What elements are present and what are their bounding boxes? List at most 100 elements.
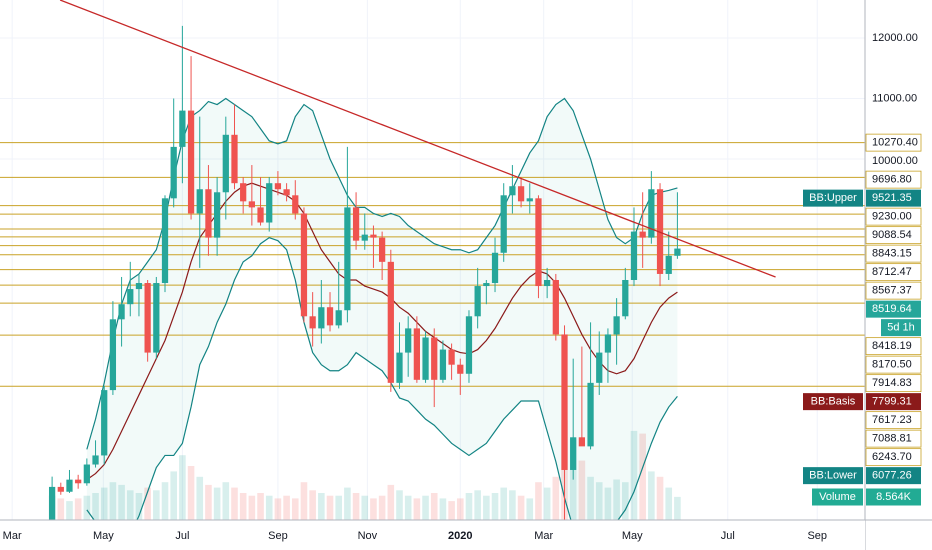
volume-bar bbox=[387, 484, 395, 520]
level-label: 6243.70 bbox=[872, 451, 912, 463]
candle-body bbox=[109, 319, 117, 391]
volume-bar bbox=[656, 476, 664, 520]
volume-bar bbox=[413, 498, 421, 520]
volume-bar bbox=[300, 482, 308, 520]
volume-bar bbox=[622, 482, 629, 520]
volume-bar bbox=[100, 487, 108, 520]
volume-bar bbox=[213, 487, 221, 520]
volume-bar bbox=[674, 496, 681, 520]
volume-bar bbox=[630, 430, 638, 520]
volume-bar bbox=[474, 490, 481, 520]
candle-body bbox=[144, 283, 151, 353]
level-label: 10270.40 bbox=[872, 137, 918, 149]
candle-body bbox=[491, 252, 499, 284]
bb-line bbox=[86, 182, 678, 481]
candle-body bbox=[57, 486, 64, 492]
candle-body bbox=[266, 183, 273, 223]
y-tick-label: 10000.00 bbox=[872, 155, 918, 167]
countdown-box bbox=[881, 319, 921, 337]
candle-body bbox=[457, 364, 464, 374]
volume-bar bbox=[526, 498, 534, 520]
candle-body bbox=[665, 255, 672, 274]
volume-bar bbox=[352, 493, 360, 520]
candle-body bbox=[48, 486, 56, 522]
volume-bar bbox=[439, 498, 447, 520]
volume-bar bbox=[205, 484, 212, 520]
level-label-box bbox=[865, 263, 922, 282]
x-tick-label: Jul bbox=[175, 530, 189, 542]
volume-bar bbox=[265, 495, 273, 520]
volume-bar bbox=[430, 493, 438, 520]
candle-body bbox=[283, 189, 290, 196]
bb-name-box bbox=[803, 189, 863, 207]
time-axis bbox=[0, 520, 865, 550]
volume-bar bbox=[274, 498, 282, 520]
candle-body bbox=[300, 213, 308, 317]
candle-body bbox=[465, 316, 473, 374]
candle-body bbox=[387, 261, 394, 383]
volume-bar bbox=[535, 482, 542, 520]
volume-bar bbox=[587, 476, 594, 520]
volume-value: 8.564K bbox=[876, 491, 912, 503]
bb-value: 6077.26 bbox=[872, 470, 912, 482]
candle-body bbox=[222, 134, 229, 193]
volume-bar bbox=[648, 471, 655, 520]
candle-body bbox=[552, 279, 559, 335]
candle-body bbox=[161, 198, 169, 284]
volume-bar bbox=[491, 493, 499, 520]
volume-bar bbox=[161, 482, 169, 520]
candle-body bbox=[570, 437, 577, 470]
candle-body bbox=[500, 195, 507, 253]
candle-body bbox=[309, 316, 316, 329]
candle-body bbox=[544, 279, 551, 287]
candle-body bbox=[535, 198, 542, 287]
bb-value-box bbox=[866, 189, 921, 207]
x-tick-label: 2020 bbox=[448, 530, 472, 542]
volume-bar bbox=[344, 487, 351, 520]
candle-body bbox=[344, 207, 351, 311]
candle-body bbox=[379, 237, 386, 262]
level-label-box bbox=[865, 374, 922, 393]
candle-body bbox=[292, 195, 299, 214]
volume-bar bbox=[57, 498, 65, 520]
volume-bar bbox=[578, 460, 586, 520]
volume-bar bbox=[283, 495, 290, 520]
bb-value: 7799.31 bbox=[872, 396, 912, 408]
candle-body bbox=[118, 304, 125, 320]
volume-bar bbox=[248, 495, 256, 520]
level-label: 9696.80 bbox=[872, 174, 912, 186]
plot-area bbox=[0, 0, 865, 550]
volume-bar bbox=[318, 493, 325, 520]
bb-value-box bbox=[866, 467, 921, 485]
trendline bbox=[59, 0, 776, 278]
volume-bar bbox=[179, 455, 186, 520]
level-label-box bbox=[865, 133, 922, 152]
volume-bar bbox=[396, 490, 403, 520]
candle-body bbox=[648, 189, 655, 238]
volume-bar bbox=[639, 433, 646, 520]
level-label-box bbox=[865, 411, 922, 430]
candle-body bbox=[326, 307, 334, 326]
candle-body bbox=[153, 283, 160, 353]
volume-bar bbox=[144, 487, 151, 520]
candle-body bbox=[135, 283, 143, 290]
x-tick-label: Nov bbox=[358, 530, 378, 542]
candle-body bbox=[526, 198, 533, 202]
candle-body bbox=[83, 464, 90, 484]
level-label-box bbox=[865, 244, 922, 263]
volume-bar bbox=[222, 482, 230, 520]
candle-body bbox=[561, 334, 568, 470]
volume-bar bbox=[500, 487, 508, 520]
level-label: 8712.47 bbox=[872, 266, 912, 278]
candle-body bbox=[231, 134, 238, 184]
volume-bar bbox=[543, 487, 551, 520]
volume-bar bbox=[83, 495, 91, 520]
volume-bar bbox=[448, 501, 455, 520]
volume-bar bbox=[378, 495, 386, 520]
candle-body bbox=[622, 279, 629, 317]
y-tick-label: 12000.00 bbox=[872, 32, 918, 44]
level-label: 8418.19 bbox=[872, 340, 912, 352]
level-label: 7617.23 bbox=[872, 414, 912, 426]
volume-bar bbox=[517, 495, 525, 520]
